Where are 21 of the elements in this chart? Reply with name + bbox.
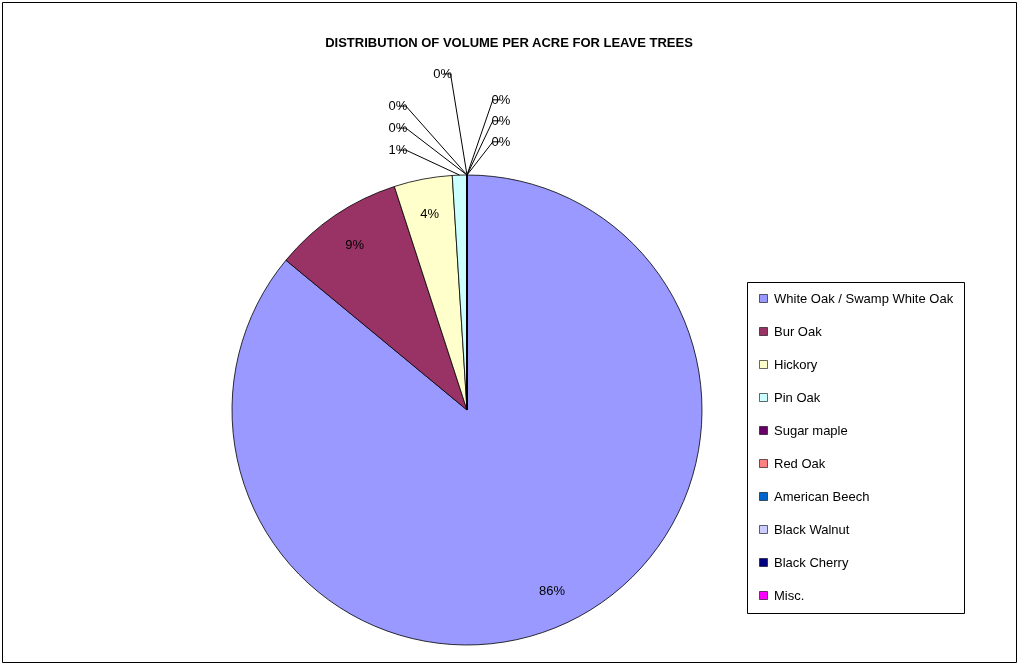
- text: 0%: [491, 133, 511, 149]
- legend-label: American Beech: [774, 488, 870, 504]
- legend-label: Red Oak: [774, 455, 826, 471]
- legend-label: White Oak / Swamp White Oak: [774, 290, 954, 306]
- legend-label: Bur Oak: [774, 323, 823, 339]
- legend-label: Misc.: [774, 587, 805, 603]
- text: 0%: [388, 120, 408, 136]
- chart-title: DISTRIBUTION OF VOLUME PER ACRE FOR LEAVE TREES: [325, 35, 694, 50]
- data-label: 4%: [420, 205, 440, 221]
- legend-label: Hickory: [774, 356, 818, 372]
- data-label: 9%: [345, 236, 365, 252]
- text: 0%: [491, 112, 511, 128]
- legend-label: Pin Oak: [774, 389, 821, 405]
- text: 0%: [491, 91, 511, 107]
- data-label: 86%: [539, 582, 566, 598]
- data-label: 1%: [388, 142, 408, 158]
- legend-label: Black Cherry: [774, 554, 849, 570]
- legend-label: Sugar maple: [774, 422, 848, 438]
- legend-label: Black Walnut: [774, 521, 850, 537]
- text: 0%: [388, 98, 408, 114]
- text: 0%: [433, 65, 452, 81]
